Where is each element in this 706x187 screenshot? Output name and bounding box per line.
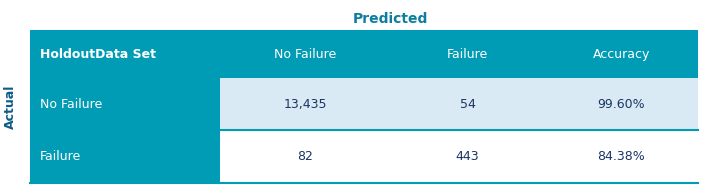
Text: Accuracy: Accuracy xyxy=(593,47,650,61)
Text: Actual: Actual xyxy=(4,84,16,129)
Bar xyxy=(220,78,698,130)
Text: HoldoutData Set: HoldoutData Set xyxy=(40,47,156,61)
Text: No Failure: No Failure xyxy=(274,47,336,61)
Text: 99.60%: 99.60% xyxy=(598,97,645,111)
Text: Predicted: Predicted xyxy=(352,12,428,26)
Text: 13,435: 13,435 xyxy=(283,97,327,111)
Text: 84.38%: 84.38% xyxy=(597,150,645,163)
Text: 54: 54 xyxy=(460,97,475,111)
Text: Failure: Failure xyxy=(40,150,81,163)
Bar xyxy=(220,130,698,183)
Text: No Failure: No Failure xyxy=(40,97,102,111)
Text: 443: 443 xyxy=(455,150,479,163)
Text: Failure: Failure xyxy=(447,47,488,61)
Bar xyxy=(30,30,698,183)
Text: 82: 82 xyxy=(297,150,313,163)
